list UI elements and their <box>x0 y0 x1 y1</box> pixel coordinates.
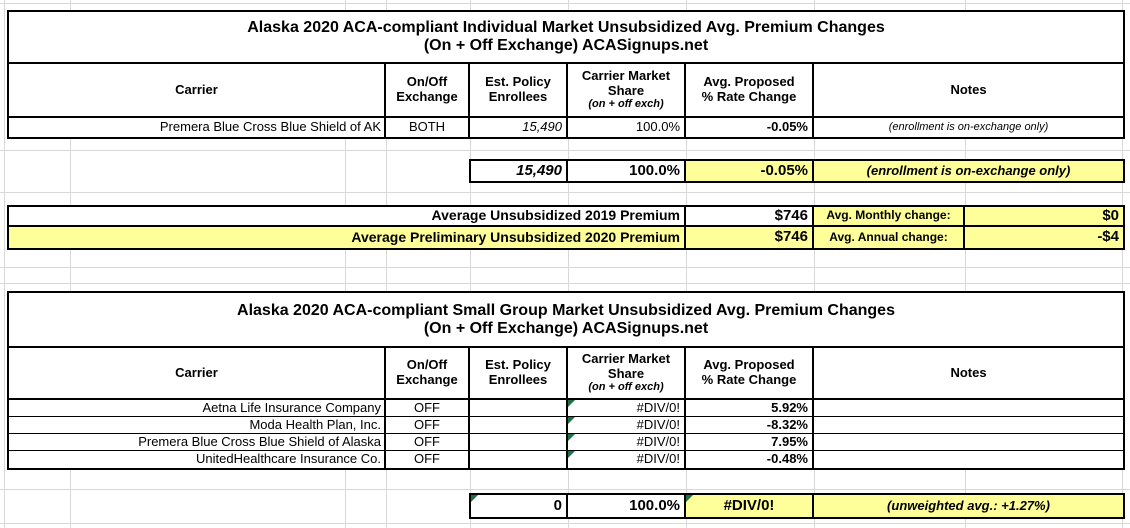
total-rate-change-value: #DIV/0! <box>723 496 775 514</box>
enrollees-cell[interactable] <box>470 434 568 451</box>
error-triangle-icon <box>568 451 575 458</box>
small-group-market-totals-row: 0 100.0% #DIV/0! (unweighted avg.: +1.27… <box>469 493 1125 519</box>
summary-2020-value[interactable]: $746 <box>686 227 814 248</box>
market-share-cell[interactable]: #DIV/0! <box>568 400 686 417</box>
carrier-cell[interactable]: UnitedHealthcare Insurance Co. <box>9 451 386 468</box>
small-group-market-table: Alaska 2020 ACA-compliant Small Group Ma… <box>7 291 1125 470</box>
enrollees-cell[interactable] <box>470 451 568 468</box>
market-share-value: #DIV/0! <box>636 400 680 415</box>
total-notes-cell[interactable]: (unweighted avg.: +1.27%) <box>814 495 1123 517</box>
error-triangle-icon <box>568 434 575 441</box>
exchange-cell[interactable]: OFF <box>386 400 470 417</box>
exchange-cell[interactable]: BOTH <box>386 118 470 137</box>
exchange-cell[interactable]: OFF <box>386 451 470 468</box>
small-group-market-title[interactable]: Alaska 2020 ACA-compliant Small Group Ma… <box>9 293 1123 348</box>
error-triangle-icon <box>471 495 478 502</box>
exchange-cell[interactable]: OFF <box>386 434 470 451</box>
market-share-header-sub: (on + off exch) <box>588 381 664 394</box>
market-share-header-main: Carrier Market Share <box>581 68 671 98</box>
market-share-cell[interactable]: #DIV/0! <box>568 417 686 434</box>
enrollees-cell[interactable]: 15,490 <box>470 118 568 137</box>
carrier-cell[interactable]: Moda Health Plan, Inc. <box>9 417 386 434</box>
notes-cell[interactable] <box>814 400 1123 417</box>
column-header-enrollees[interactable]: Est. Policy Enrollees <box>470 348 568 400</box>
column-header-notes[interactable]: Notes <box>814 64 1123 118</box>
summary-2019-label[interactable]: Average Unsubsidized 2019 Premium <box>9 207 686 227</box>
title-line2: (On + Off Exchange) ACASignups.net <box>423 37 709 54</box>
total-market-share-cell[interactable]: 100.0% <box>568 161 686 181</box>
column-header-exchange[interactable]: On/Off Exchange <box>386 348 470 400</box>
premium-summary-block: Average Unsubsidized 2019 Premium $746 A… <box>7 205 1125 250</box>
column-header-exchange[interactable]: On/Off Exchange <box>386 64 470 118</box>
column-header-carrier[interactable]: Carrier <box>9 348 386 400</box>
exchange-cell[interactable]: OFF <box>386 417 470 434</box>
total-enrollees-cell[interactable]: 0 <box>471 495 568 517</box>
individual-market-totals-row: 15,490 100.0% -0.05% (enrollment is on-e… <box>469 159 1125 183</box>
column-header-rate-change[interactable]: Avg. Proposed % Rate Change <box>686 64 814 118</box>
total-enrollees-value: 0 <box>553 496 562 514</box>
column-header-enrollees[interactable]: Est. Policy Enrollees <box>470 64 568 118</box>
total-notes-cell[interactable]: (enrollment is on-exchange only) <box>814 161 1123 181</box>
notes-cell[interactable] <box>814 434 1123 451</box>
market-share-value: #DIV/0! <box>636 417 680 432</box>
column-header-market-share[interactable]: Carrier Market Share (on + off exch) <box>568 64 686 118</box>
error-triangle-icon <box>686 495 693 502</box>
individual-market-table: Alaska 2020 ACA-compliant Individual Mar… <box>7 10 1125 139</box>
market-share-header-main: Carrier Market Share <box>581 351 671 381</box>
total-market-share-cell[interactable]: 100.0% <box>568 495 686 517</box>
rate-change-cell[interactable]: 5.92% <box>686 400 814 417</box>
enrollees-cell[interactable] <box>470 400 568 417</box>
carrier-cell[interactable]: Premera Blue Cross Blue Shield of AK <box>9 118 386 137</box>
market-share-cell[interactable]: #DIV/0! <box>568 451 686 468</box>
summary-2019-value[interactable]: $746 <box>686 207 814 227</box>
rate-change-cell[interactable]: -0.48% <box>686 451 814 468</box>
market-share-value: #DIV/0! <box>636 451 680 467</box>
column-header-market-share[interactable]: Carrier Market Share (on + off exch) <box>568 348 686 400</box>
title-line1: Alaska 2020 ACA-compliant Small Group Ma… <box>237 301 895 319</box>
total-rate-change-cell[interactable]: -0.05% <box>686 161 814 181</box>
rate-change-cell[interactable]: 7.95% <box>686 434 814 451</box>
market-share-header-sub: (on + off exch) <box>588 98 664 111</box>
title-line1: Alaska 2020 ACA-compliant Individual Mar… <box>247 19 885 37</box>
total-enrollees-cell[interactable]: 15,490 <box>471 161 568 181</box>
notes-cell[interactable] <box>814 417 1123 434</box>
rate-change-cell[interactable]: -8.32% <box>686 417 814 434</box>
rate-change-cell[interactable]: -0.05% <box>686 118 814 137</box>
carrier-cell[interactable]: Premera Blue Cross Blue Shield of Alaska <box>9 434 386 451</box>
column-header-notes[interactable]: Notes <box>814 348 1123 400</box>
carrier-cell[interactable]: Aetna Life Insurance Company <box>9 400 386 417</box>
individual-market-title[interactable]: Alaska 2020 ACA-compliant Individual Mar… <box>9 12 1123 64</box>
error-triangle-icon <box>568 417 575 424</box>
market-share-value: #DIV/0! <box>636 434 680 449</box>
monthly-change-label[interactable]: Avg. Monthly change: <box>814 207 965 227</box>
market-share-cell[interactable]: #DIV/0! <box>568 434 686 451</box>
monthly-change-value[interactable]: $0 <box>965 207 1123 227</box>
market-share-cell[interactable]: 100.0% <box>568 118 686 137</box>
enrollees-cell[interactable] <box>470 417 568 434</box>
title-line2: (On + Off Exchange) ACASignups.net <box>423 319 709 337</box>
annual-change-value[interactable]: -$4 <box>965 227 1123 248</box>
column-header-rate-change[interactable]: Avg. Proposed % Rate Change <box>686 348 814 400</box>
annual-change-label[interactable]: Avg. Annual change: <box>814 227 965 248</box>
summary-2020-label[interactable]: Average Preliminary Unsubsidized 2020 Pr… <box>9 227 686 248</box>
error-triangle-icon <box>568 400 575 407</box>
notes-cell[interactable] <box>814 451 1123 468</box>
column-header-carrier[interactable]: Carrier <box>9 64 386 118</box>
notes-cell[interactable]: (enrollment is on-exchange only) <box>888 121 1049 134</box>
total-rate-change-cell[interactable]: #DIV/0! <box>686 495 814 517</box>
